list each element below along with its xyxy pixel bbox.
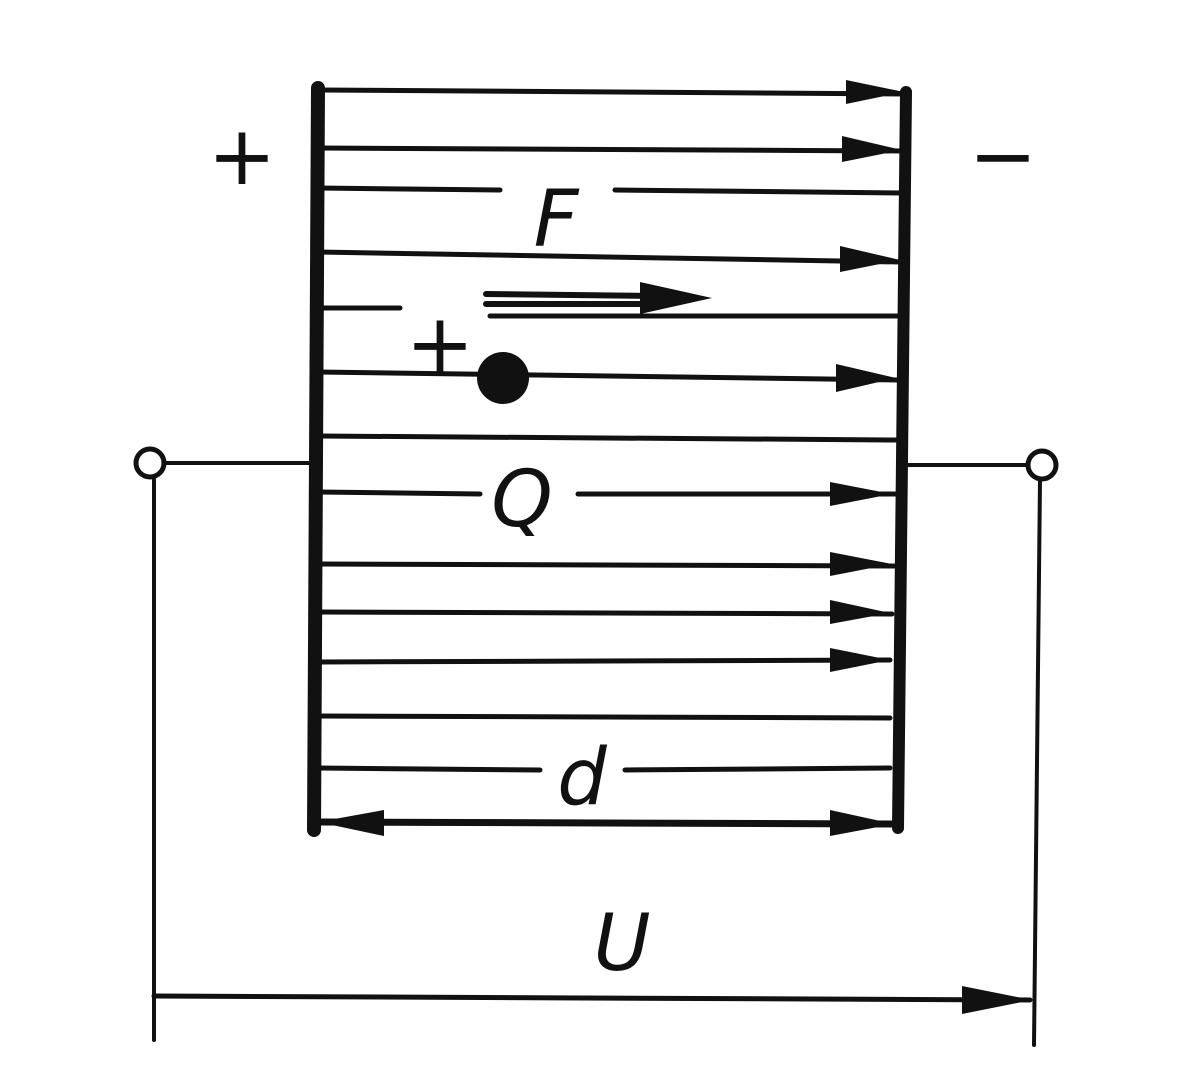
field-line [315,185,503,193]
field-line [315,489,483,497]
field-line [315,713,893,721]
field-lines [315,87,907,773]
voltage-arrow [151,986,1033,1014]
positive-plate [307,81,325,837]
right-terminal [1025,448,1059,482]
plate-positive-sign: + [208,109,277,204]
arrowhead [840,246,900,272]
field-line [315,657,893,665]
distance-arrow [316,810,898,836]
field-line [315,249,903,265]
field-line [315,87,907,97]
arrowhead [846,80,904,104]
arrowhead [830,482,892,506]
field-line [612,187,905,196]
force-arrow [483,282,712,314]
field-line [315,609,895,617]
force-label: F [534,175,580,265]
field-line [315,145,905,154]
distance-label: d [557,733,607,823]
negative-plate [892,86,912,834]
arrowhead [842,136,902,162]
field-line [315,369,901,383]
field-line [315,433,901,443]
arrowhead [830,552,892,576]
field-arrowheads [830,80,904,672]
field-line [622,765,893,773]
arrowhead [830,648,890,672]
arrowhead [836,364,896,392]
arrowhead [830,600,890,624]
left-terminal [133,446,167,480]
voltage-label: U [593,899,650,989]
plate-negative-sign: − [969,109,1038,204]
charge-label: Q [491,455,552,545]
field-line [315,765,543,773]
point-charge [477,352,529,404]
circuit-wires [152,461,1042,1047]
charge-sign-label: + [406,297,475,392]
field-line [315,561,897,569]
